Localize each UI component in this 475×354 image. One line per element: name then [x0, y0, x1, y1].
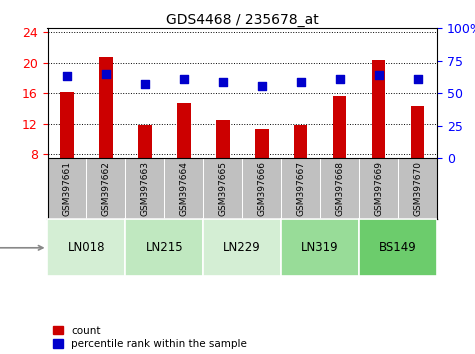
- Point: [375, 72, 382, 78]
- Point: [297, 79, 304, 85]
- Bar: [359, 219, 437, 276]
- Text: GSM397666: GSM397666: [257, 161, 266, 216]
- Point: [414, 76, 421, 82]
- Bar: [99, 57, 113, 158]
- Text: LN215: LN215: [145, 241, 183, 254]
- Point: [102, 71, 110, 77]
- Bar: [372, 60, 385, 158]
- Bar: [138, 125, 152, 158]
- Bar: [281, 158, 320, 219]
- Bar: [398, 158, 437, 219]
- Bar: [125, 219, 203, 276]
- Bar: [177, 103, 190, 158]
- Bar: [216, 120, 229, 158]
- Point: [219, 79, 227, 85]
- Text: GSM397664: GSM397664: [180, 161, 188, 216]
- Bar: [242, 158, 281, 219]
- Bar: [398, 158, 437, 219]
- Bar: [125, 158, 164, 219]
- Bar: [281, 158, 320, 219]
- Bar: [48, 158, 86, 219]
- Bar: [281, 219, 359, 276]
- Bar: [320, 158, 359, 219]
- Text: GSM397661: GSM397661: [63, 161, 71, 216]
- Bar: [203, 158, 242, 219]
- Legend: count, percentile rank within the sample: count, percentile rank within the sample: [53, 326, 247, 349]
- Bar: [203, 219, 281, 276]
- Bar: [164, 158, 203, 219]
- Bar: [86, 158, 125, 219]
- Text: GSM397670: GSM397670: [413, 161, 422, 216]
- Text: GSM397667: GSM397667: [296, 161, 305, 216]
- Bar: [255, 129, 268, 158]
- Bar: [333, 96, 346, 158]
- Point: [258, 83, 266, 88]
- Bar: [294, 125, 307, 158]
- Text: GSM397669: GSM397669: [374, 161, 383, 216]
- Text: LN319: LN319: [301, 241, 339, 254]
- Point: [141, 81, 149, 87]
- Bar: [164, 158, 203, 219]
- Bar: [411, 105, 424, 158]
- Title: GDS4468 / 235678_at: GDS4468 / 235678_at: [166, 13, 319, 27]
- Bar: [242, 158, 281, 219]
- Bar: [86, 158, 125, 219]
- Bar: [320, 158, 359, 219]
- Point: [180, 76, 188, 82]
- Point: [336, 76, 343, 82]
- Bar: [48, 158, 86, 219]
- Bar: [48, 219, 125, 276]
- Bar: [125, 158, 164, 219]
- Text: GSM397665: GSM397665: [218, 161, 227, 216]
- Bar: [60, 92, 74, 158]
- Text: GSM397663: GSM397663: [141, 161, 149, 216]
- Point: [63, 74, 71, 79]
- Text: cell line: cell line: [0, 243, 43, 253]
- Bar: [203, 158, 242, 219]
- Text: LN018: LN018: [68, 241, 105, 254]
- Bar: [359, 158, 398, 219]
- Text: LN229: LN229: [223, 241, 261, 254]
- Bar: [359, 158, 398, 219]
- Text: GSM397668: GSM397668: [335, 161, 344, 216]
- Text: BS149: BS149: [379, 241, 417, 254]
- Text: GSM397662: GSM397662: [102, 161, 110, 216]
